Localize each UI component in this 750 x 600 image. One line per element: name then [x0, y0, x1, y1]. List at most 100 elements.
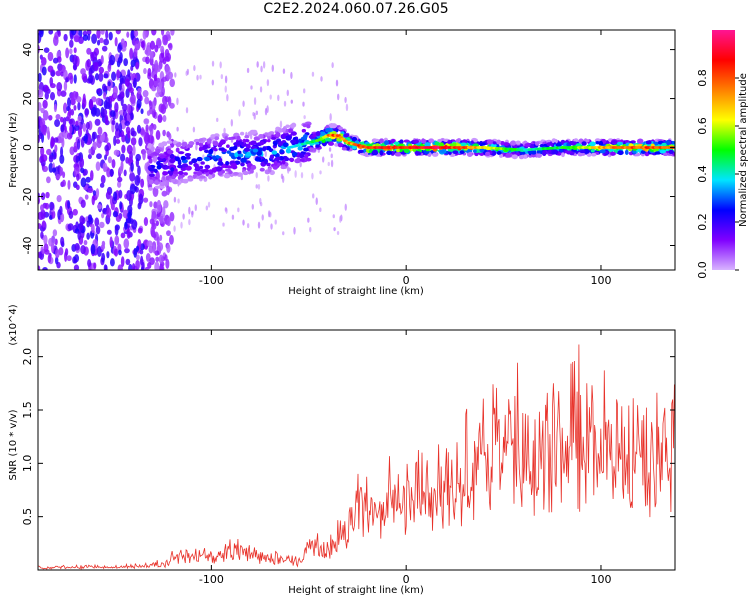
spectral-blob	[182, 178, 189, 184]
spectral-blob	[60, 71, 64, 77]
spectral-blob	[492, 141, 497, 145]
spectral-blob	[123, 169, 127, 177]
spectral-blob	[259, 86, 263, 93]
spectral-blob	[170, 167, 175, 172]
spectral-blob	[143, 131, 148, 142]
spectral-blob	[67, 72, 73, 80]
spectral-blob	[96, 30, 101, 39]
spectral-blob	[129, 172, 136, 182]
spectral-blob	[115, 139, 121, 145]
spectral-blob	[55, 173, 61, 180]
spectral-blob	[394, 152, 401, 157]
spectral-blob	[254, 157, 262, 162]
spectral-blob	[95, 161, 101, 172]
spectral-blob	[573, 138, 579, 143]
spectral-blob	[325, 127, 331, 133]
spectral-blob	[546, 142, 551, 146]
spectral-blob	[38, 72, 42, 83]
spectral-blob	[280, 133, 287, 140]
spectral-blob	[86, 58, 91, 68]
spectral-blob	[169, 102, 175, 109]
spectral-blob	[204, 168, 209, 173]
spectral-blob	[118, 166, 123, 175]
spectral-blob	[109, 54, 116, 66]
spectral-blob	[86, 232, 90, 240]
spectral-blob	[536, 153, 542, 158]
spectral-blob	[88, 74, 94, 84]
colorbar-ticks: 0.0 0.2 0.4 0.6 0.8	[696, 69, 739, 279]
spectral-blob	[109, 258, 115, 267]
spectral-blob	[117, 94, 122, 102]
spectral-blob	[193, 138, 201, 143]
spectral-blob	[168, 42, 173, 51]
spectral-blob	[266, 79, 270, 87]
spectral-blob	[82, 34, 89, 42]
spectral-blob	[79, 157, 85, 169]
spectral-blob	[344, 203, 347, 211]
spectral-blob	[164, 55, 170, 62]
spectral-blob	[143, 67, 147, 75]
y-tick-label: -20	[21, 188, 34, 206]
spectral-blob	[256, 150, 263, 156]
spectral-blob	[255, 110, 259, 116]
spectral-blob	[75, 156, 79, 163]
y-tick-label: 20	[21, 92, 34, 106]
spectral-blob	[297, 146, 303, 151]
spectral-blob	[122, 109, 127, 119]
spectral-blob	[113, 149, 120, 156]
spectral-blob	[490, 143, 497, 148]
spectral-blob	[250, 146, 258, 150]
spectral-blob	[85, 121, 90, 130]
spectral-blob	[319, 170, 322, 175]
spectral-blob	[156, 199, 162, 211]
spectral-blob	[273, 142, 278, 146]
spectral-blob	[663, 152, 668, 157]
spectral-blob	[236, 135, 241, 141]
spectral-blob	[42, 109, 49, 121]
spectral-blob	[45, 191, 50, 199]
spectral-blob	[144, 96, 150, 105]
spectral-blob	[38, 223, 42, 229]
spectral-blob	[161, 190, 168, 197]
spectral-blob	[447, 140, 452, 144]
spectral-blob	[162, 34, 169, 46]
spectral-blob	[136, 98, 142, 109]
spectral-blob	[40, 56, 47, 66]
spectral-blob	[290, 131, 297, 136]
spectral-blob	[306, 124, 311, 129]
spectral-blob	[77, 127, 83, 138]
spectral-blob	[259, 197, 262, 205]
spectral-blob	[131, 263, 136, 270]
spectral-blob	[159, 155, 165, 159]
spectral-blob	[97, 88, 101, 94]
spectral-blob	[217, 171, 223, 176]
spectral-blob	[114, 248, 119, 257]
spectral-blob	[242, 100, 245, 108]
spectral-blob	[151, 100, 156, 111]
spectral-blob	[416, 151, 422, 156]
spectral-blob	[54, 248, 60, 259]
spectral-blob	[83, 240, 88, 246]
spectral-blob	[149, 50, 154, 60]
spectral-blob	[76, 138, 81, 150]
spectral-blob	[81, 72, 88, 81]
spectral-blob	[91, 195, 95, 206]
spectral-blob	[199, 165, 204, 170]
spectral-blob	[192, 126, 196, 133]
spectral-blob	[230, 119, 234, 127]
spectral-blob	[146, 110, 151, 117]
spectral-blob	[68, 48, 73, 55]
spectral-blob	[114, 235, 120, 246]
spectral-blob	[158, 254, 164, 264]
spectral-blob	[524, 143, 531, 147]
spectral-blob	[96, 39, 101, 46]
spectral-blob	[541, 150, 547, 157]
spectral-blob	[77, 230, 82, 241]
snr-y-axis-label: SNR (10 * v/v)	[8, 409, 19, 480]
spectral-blob	[315, 197, 318, 205]
spectral-blob	[611, 140, 618, 144]
spectral-blob	[226, 150, 231, 154]
spectral-blob	[624, 149, 629, 155]
spectral-blob	[276, 162, 281, 167]
spectral-blob	[278, 128, 283, 133]
